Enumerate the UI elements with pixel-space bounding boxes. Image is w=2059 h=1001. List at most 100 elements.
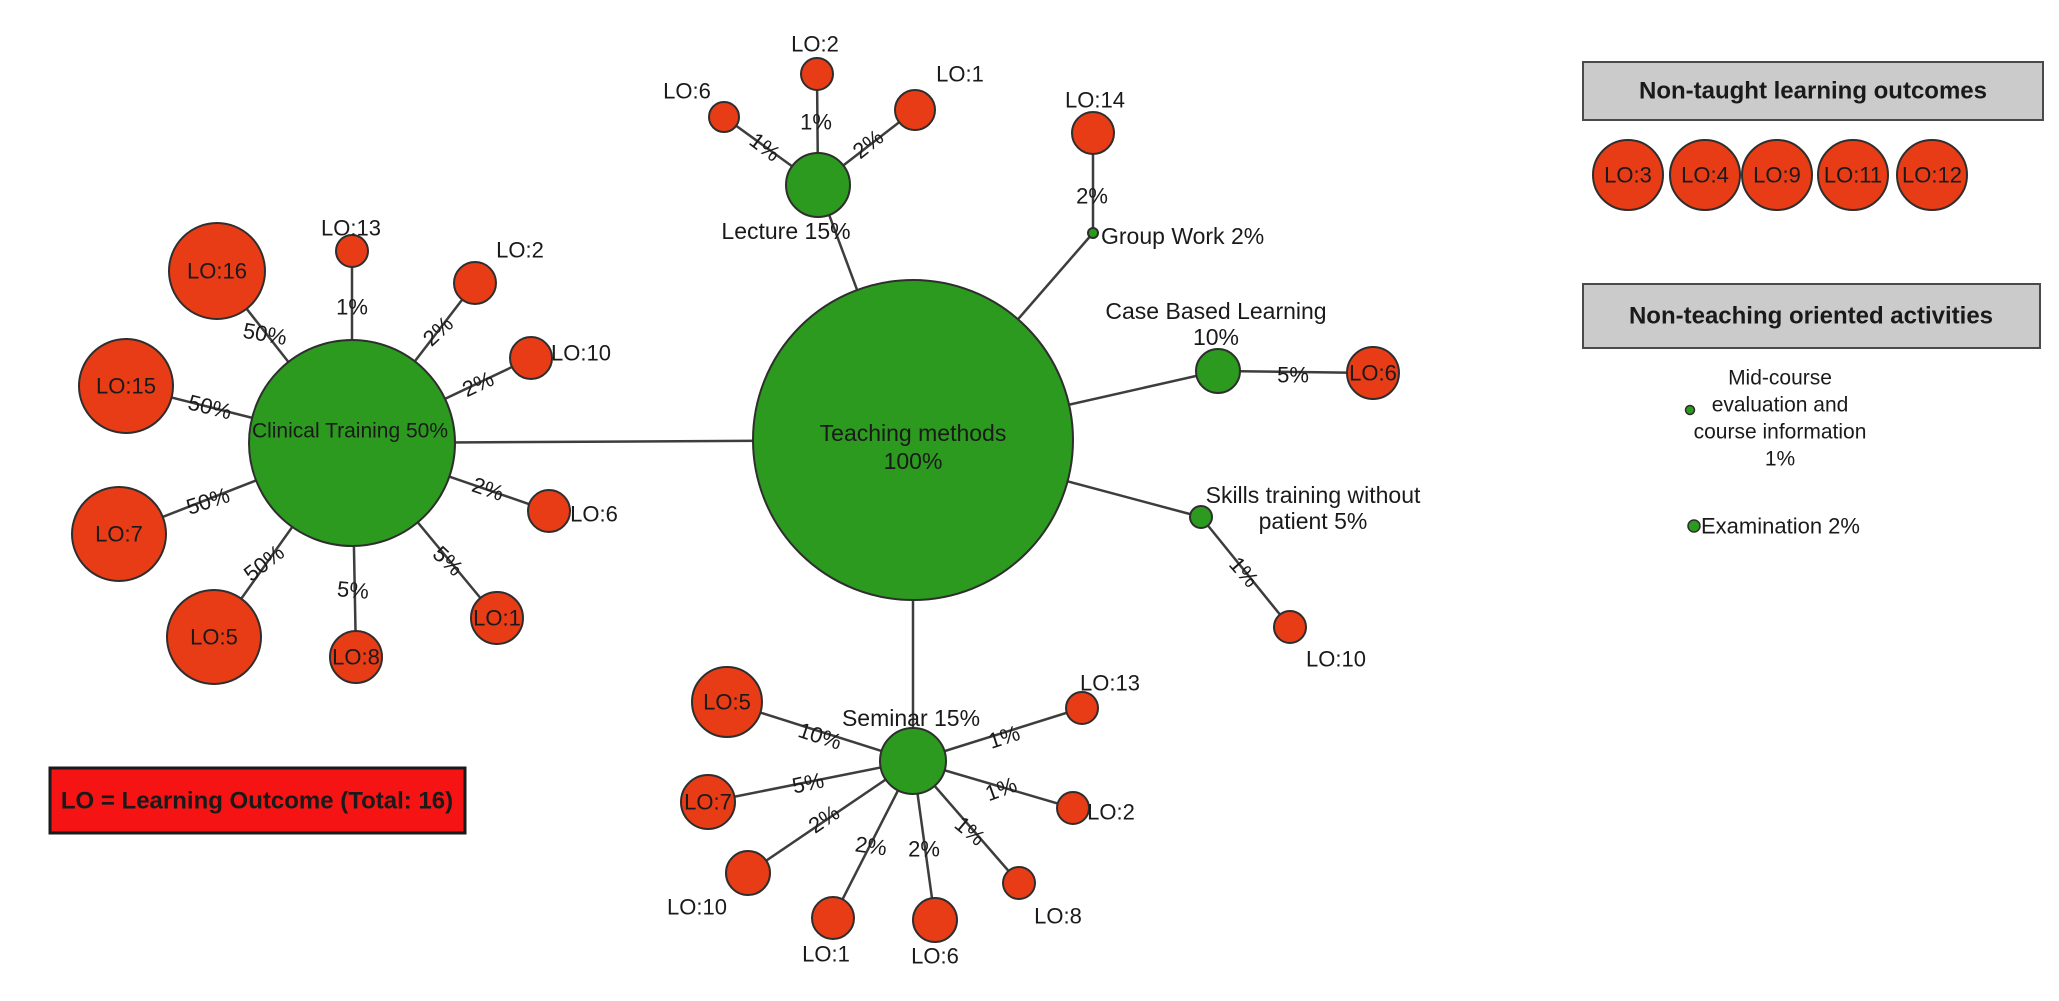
node-skills-lo10	[1273, 610, 1307, 644]
node-group-work	[1087, 227, 1099, 239]
pct-seminar-lo2: 1%	[982, 772, 1020, 806]
non-taught-lo-labels: LO:3 LO:4 LO:9 LO:11 LO:12	[1604, 163, 1962, 188]
edge-skills-lo10	[1200, 516, 1291, 628]
node-seminar-lo5	[691, 666, 763, 738]
mid-course-dot	[1684, 404, 1696, 416]
node-casebased-lo6	[1346, 346, 1400, 400]
label-skills-lo10: LO:10	[1306, 647, 1366, 672]
node-groupwork-lo14	[1071, 111, 1115, 155]
node-seminar-lo13	[1065, 691, 1099, 725]
non-teaching-header-title: Non-teaching oriented activities	[1629, 303, 1993, 330]
label-clinical-training: Clinical Training 50%	[252, 420, 448, 443]
pct-clinical-lo7: 50%	[183, 482, 233, 519]
pct-clinical-lo10: 2%	[458, 366, 497, 402]
label-clinical-lo6: LO:6	[570, 502, 618, 527]
node-lecture-lo6	[708, 101, 740, 133]
label-lecture-lo6: LO:6	[663, 79, 711, 104]
examination-label: Examination 2%	[1701, 514, 1860, 539]
pct-clinical-lo5: 50%	[239, 540, 289, 587]
non-taught-header-title: Non-taught learning outcomes	[1639, 78, 1987, 105]
node-clinical-lo5	[166, 589, 262, 685]
pct-seminar-lo8: 1%	[950, 811, 990, 851]
node-seminar-lo7	[680, 774, 736, 830]
lecture-lo-labels: LO:6 LO:2 LO:1 1% 1% 2%	[663, 32, 984, 167]
label-lecture: Lecture 15%	[721, 218, 850, 244]
node-seminar-lo10	[725, 850, 771, 896]
label-seminar-lo13: LO:13	[1080, 671, 1140, 696]
label-groupwork-lo14: LO:14	[1065, 88, 1125, 113]
node-clinical-lo6	[527, 489, 571, 533]
pct-groupwork-lo14: 2%	[1076, 184, 1108, 209]
node-nontaught-lo4	[1669, 139, 1741, 211]
node-nontaught-lo11	[1817, 139, 1889, 211]
label-seminar: Seminar 15%	[842, 705, 980, 731]
mid-course-label: Mid-course evaluation and course informa…	[1694, 367, 1867, 471]
label-seminar-lo2: LO:2	[1087, 800, 1135, 825]
node-lecture	[785, 152, 851, 218]
label-teaching-methods-pct: 100%	[884, 448, 943, 474]
node-nontaught-lo9	[1741, 139, 1813, 211]
edge-seminar-lo7	[707, 759, 914, 804]
node-case-based-learning	[1195, 348, 1241, 394]
clinical-lo-labels: LO:16 LO:13 LO:2 LO:15 LO:10 LO:7 LO:6 L…	[95, 216, 618, 670]
mid-course-line1: Mid-course	[1728, 367, 1832, 390]
node-clinical-lo8	[329, 630, 383, 684]
node-lecture-lo2	[800, 57, 834, 91]
node-teaching-methods	[752, 279, 1074, 601]
node-clinical-lo15	[78, 338, 174, 434]
label-seminar-lo8: LO:8	[1034, 904, 1082, 929]
pct-clinical-lo8: 5%	[336, 576, 370, 604]
node-nontaught-lo12	[1896, 139, 1968, 211]
node-seminar-lo1	[811, 896, 855, 940]
label-seminar-lo5: LO:5	[703, 690, 751, 715]
label-seminar-lo10: LO:10	[667, 895, 727, 920]
pct-casebased-lo6: 5%	[1277, 363, 1309, 388]
label-seminar-lo7: LO:7	[684, 790, 732, 815]
label-case-based-line2: 10%	[1193, 324, 1239, 350]
label-clinical-lo13: LO:13	[321, 216, 381, 241]
activity-dot-layer	[1684, 404, 1701, 533]
pct-clinical-lo2: 2%	[418, 311, 458, 351]
node-clinical-lo10	[509, 336, 553, 380]
label-clinical-lo2: LO:2	[496, 238, 544, 263]
label-casebased-lo6: LO:6	[1349, 361, 1397, 386]
pct-clinical-lo6: 2%	[469, 472, 507, 506]
mid-course-line4: 1%	[1765, 448, 1795, 471]
label-seminar-lo6: LO:6	[911, 944, 959, 969]
label-nontaught-lo11: LO:11	[1824, 163, 1882, 188]
label-clinical-lo1: LO:1	[473, 606, 521, 631]
non-teaching-header-box	[1582, 283, 2041, 349]
label-lecture-lo2: LO:2	[791, 32, 839, 57]
label-clinical-lo16: LO:16	[187, 259, 247, 284]
node-nontaught-lo3	[1592, 139, 1664, 211]
method-node-layer	[248, 152, 1241, 795]
label-clinical-lo7: LO:7	[95, 522, 143, 547]
node-clinical-lo2	[453, 261, 497, 305]
pct-seminar-lo1: 2%	[854, 831, 889, 860]
pct-lecture-lo2: 1%	[800, 110, 832, 135]
node-seminar-lo2	[1056, 791, 1090, 825]
node-skills-training	[1189, 505, 1213, 529]
mid-course-line2: evaluation and	[1712, 394, 1849, 417]
label-nontaught-lo12: LO:12	[1902, 163, 1962, 188]
label-nontaught-lo4: LO:4	[1681, 163, 1729, 188]
label-case-based-line1: Case Based Learning	[1105, 298, 1326, 324]
legend-text: LO = Learning Outcome (Total: 16)	[61, 788, 453, 815]
node-lecture-lo1	[894, 89, 936, 131]
label-clinical-lo8: LO:8	[332, 645, 380, 670]
pct-seminar-lo13: 1%	[985, 720, 1023, 754]
pct-lecture-lo6: 1%	[745, 127, 785, 166]
label-skills-line2: patient 5%	[1259, 508, 1368, 534]
pct-seminar-lo5: 10%	[795, 717, 845, 754]
outcome-node-layer	[71, 57, 1968, 943]
node-clinical-lo13	[335, 234, 369, 268]
label-skills-line1: Skills training without	[1206, 482, 1421, 508]
label-seminar-lo1: LO:1	[802, 942, 850, 967]
legend-box	[48, 766, 467, 835]
pct-clinical-lo16: 50%	[241, 318, 289, 350]
label-group-work: Group Work 2%	[1101, 223, 1264, 249]
label-teaching-methods: Teaching methods	[820, 420, 1007, 446]
node-clinical-lo1	[470, 591, 524, 645]
